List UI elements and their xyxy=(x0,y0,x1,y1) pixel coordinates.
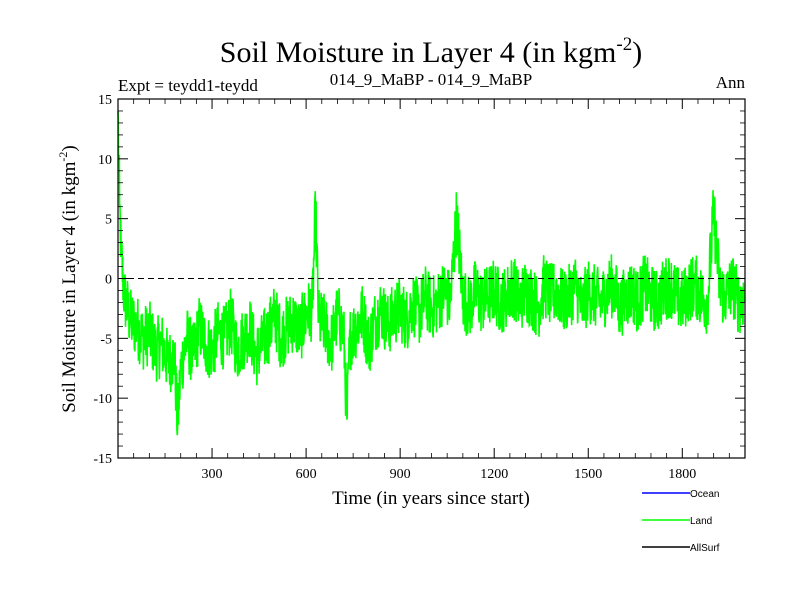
y-axis-label-close: ) xyxy=(59,145,80,151)
y-tick-label: 15 xyxy=(98,93,112,108)
y-axis-label-main: Soil Moisture in Layer 4 (in kgm xyxy=(59,161,80,412)
y-axis-label: Soil Moisture in Layer 4 (in kgm-2) xyxy=(56,145,80,413)
y-tick-label: -5 xyxy=(100,332,112,347)
y-tick-label: 10 xyxy=(98,153,112,168)
x-tick-label: 300 xyxy=(202,467,223,482)
legend-label-ocean: Ocean xyxy=(690,489,719,500)
axes-layer: -15 -10 -5 0 5 10 15 300 600 900 1200 1500 1800 xyxy=(93,93,746,482)
x-tick-label: 1500 xyxy=(574,467,602,482)
experiment-label: Expt = teydd1-teydd xyxy=(118,76,258,95)
chart-title: Soil Moisture in Layer 4 (in kgm-2) xyxy=(220,34,642,69)
season-label: Ann xyxy=(716,73,746,92)
series-layer xyxy=(117,110,746,436)
chart-title-superscript: -2 xyxy=(616,34,632,55)
x-tick-label: 1800 xyxy=(668,467,696,482)
y-tick-label: -15 xyxy=(93,452,112,467)
legend: Ocean Land AllSurf xyxy=(642,489,720,554)
x-axis-label: Time (in years since start) xyxy=(332,488,530,509)
chart-title-close: ) xyxy=(632,36,642,69)
legend-label-allsurf: AllSurf xyxy=(690,543,720,554)
x-tick-label: 600 xyxy=(296,467,317,482)
chart-title-main: Soil Moisture in Layer 4 (in kgm xyxy=(220,36,617,69)
x-tick-label: 900 xyxy=(390,467,411,482)
y-tick-label: -10 xyxy=(93,392,112,407)
y-tick-label: 5 xyxy=(105,213,112,228)
legend-label-land: Land xyxy=(690,516,712,527)
series-line-land xyxy=(117,110,746,436)
period-label: 014_9_MaBP - 014_9_MaBP xyxy=(330,70,532,89)
y-axis-label-superscript: -2 xyxy=(56,152,70,162)
x-tick-label: 1200 xyxy=(480,467,508,482)
y-tick-label: 0 xyxy=(105,273,112,288)
